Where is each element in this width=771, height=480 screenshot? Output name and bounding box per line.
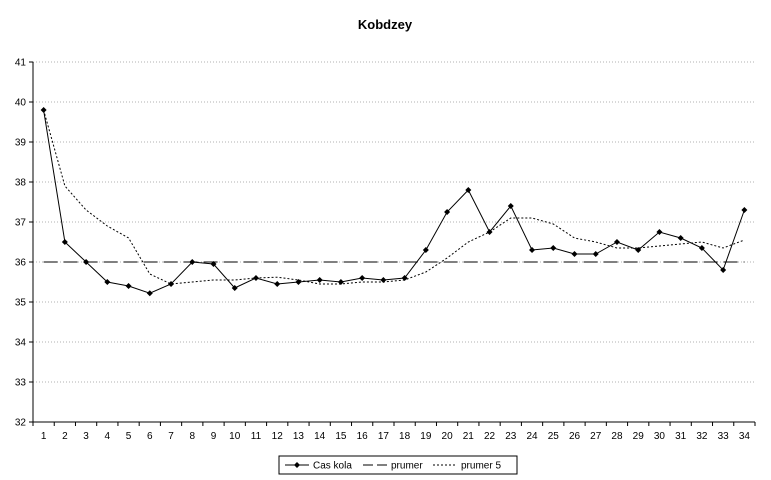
x-tick-label-5: 5	[126, 431, 132, 442]
x-tick-label-21: 21	[463, 431, 475, 442]
data-point-0-19	[422, 247, 429, 253]
x-tick-label-6: 6	[147, 431, 153, 442]
y-tick-label-35: 35	[15, 298, 27, 309]
x-tick-label-4: 4	[105, 431, 111, 442]
data-point-0-6	[146, 290, 153, 297]
x-tick-label-8: 8	[189, 431, 195, 442]
x-tick-label-29: 29	[633, 431, 645, 442]
data-point-0-34	[741, 207, 748, 213]
series-line-2	[43, 109, 745, 285]
legend-marker-0	[294, 462, 300, 468]
data-point-0-30	[656, 229, 663, 235]
data-point-0-33	[720, 267, 727, 273]
legend: Cas kola prumer prumer 5	[278, 455, 518, 475]
x-tick-label-31: 31	[675, 431, 687, 442]
data-point-0-23	[507, 203, 514, 209]
x-tick-label-10: 10	[229, 431, 241, 442]
x-tick-label-30: 30	[654, 431, 666, 442]
y-tick-label-37: 37	[15, 218, 27, 229]
data-point-0-10	[231, 285, 238, 291]
y-axis-ticks: 32 33 34 35 36 37 38 39 40 41	[15, 58, 33, 429]
x-tick-label-20: 20	[442, 431, 454, 442]
y-tick-label-34: 34	[15, 338, 27, 349]
y-tick-label-40: 40	[15, 98, 27, 109]
x-tick-label-22: 22	[484, 431, 496, 442]
data-point-0-31	[677, 235, 684, 241]
x-tick-label-25: 25	[548, 431, 560, 442]
x-tick-label-26: 26	[569, 431, 581, 442]
x-axis-ticks: 1 2 3 4 5 6 7 8 9 10 11 12 13 14 15 16 17 18 19 20 21 22 23 24 2…	[32, 422, 756, 442]
x-tick-label-11: 11	[251, 431, 262, 442]
x-tick-label-1: 1	[41, 431, 47, 442]
series-group	[40, 107, 748, 297]
y-tick-label-38: 38	[15, 178, 27, 189]
legend-label-1: prumer	[391, 461, 423, 472]
legend-label-2: prumer 5	[461, 461, 501, 472]
data-point-0-17	[380, 277, 387, 283]
data-point-0-2	[61, 239, 68, 245]
data-point-0-27	[592, 251, 599, 257]
x-tick-label-23: 23	[505, 431, 517, 442]
data-point-0-25	[550, 245, 557, 251]
x-tick-label-34: 34	[739, 431, 751, 442]
y-tick-label-39: 39	[15, 138, 27, 149]
x-tick-label-7: 7	[168, 431, 174, 442]
x-tick-label-3: 3	[83, 431, 89, 442]
legend-label-0: Cas kola	[313, 461, 352, 472]
y-tick-label-41: 41	[15, 58, 27, 69]
x-tick-label-33: 33	[718, 431, 730, 442]
x-tick-label-14: 14	[314, 431, 326, 442]
x-tick-label-24: 24	[526, 431, 538, 442]
x-tick-label-2: 2	[62, 431, 68, 442]
data-point-0-26	[571, 251, 578, 257]
data-point-0-32	[698, 245, 705, 251]
y-tick-label-36: 36	[15, 258, 27, 269]
x-tick-label-13: 13	[293, 431, 305, 442]
x-tick-label-12: 12	[272, 431, 284, 442]
data-point-0-7	[168, 281, 175, 287]
y-tick-label-33: 33	[15, 378, 27, 389]
series-line-0	[43, 109, 745, 294]
y-tick-label-32: 32	[15, 418, 27, 429]
data-point-0-12	[274, 281, 281, 287]
data-point-0-28	[613, 239, 620, 245]
data-point-0-16	[359, 275, 366, 281]
grid-lines	[33, 61, 755, 383]
x-tick-label-28: 28	[611, 431, 623, 442]
x-tick-label-27: 27	[590, 431, 602, 442]
data-point-0-18	[401, 275, 408, 281]
data-point-0-21	[465, 187, 472, 193]
legend-box	[278, 455, 518, 475]
x-tick-label-18: 18	[399, 431, 411, 442]
data-point-0-24	[529, 247, 536, 253]
x-tick-label-32: 32	[696, 431, 708, 442]
data-point-0-4	[104, 279, 111, 285]
axes	[32, 62, 755, 423]
data-point-0-14	[316, 277, 323, 283]
x-tick-label-17: 17	[378, 431, 390, 442]
x-tick-label-9: 9	[211, 431, 217, 442]
data-point-0-5	[125, 283, 132, 289]
x-tick-label-19: 19	[420, 431, 432, 442]
x-tick-label-16: 16	[357, 431, 369, 442]
data-point-0-20	[444, 209, 451, 215]
x-tick-label-15: 15	[335, 431, 347, 442]
chart-title: Kobdzey	[358, 17, 413, 32]
